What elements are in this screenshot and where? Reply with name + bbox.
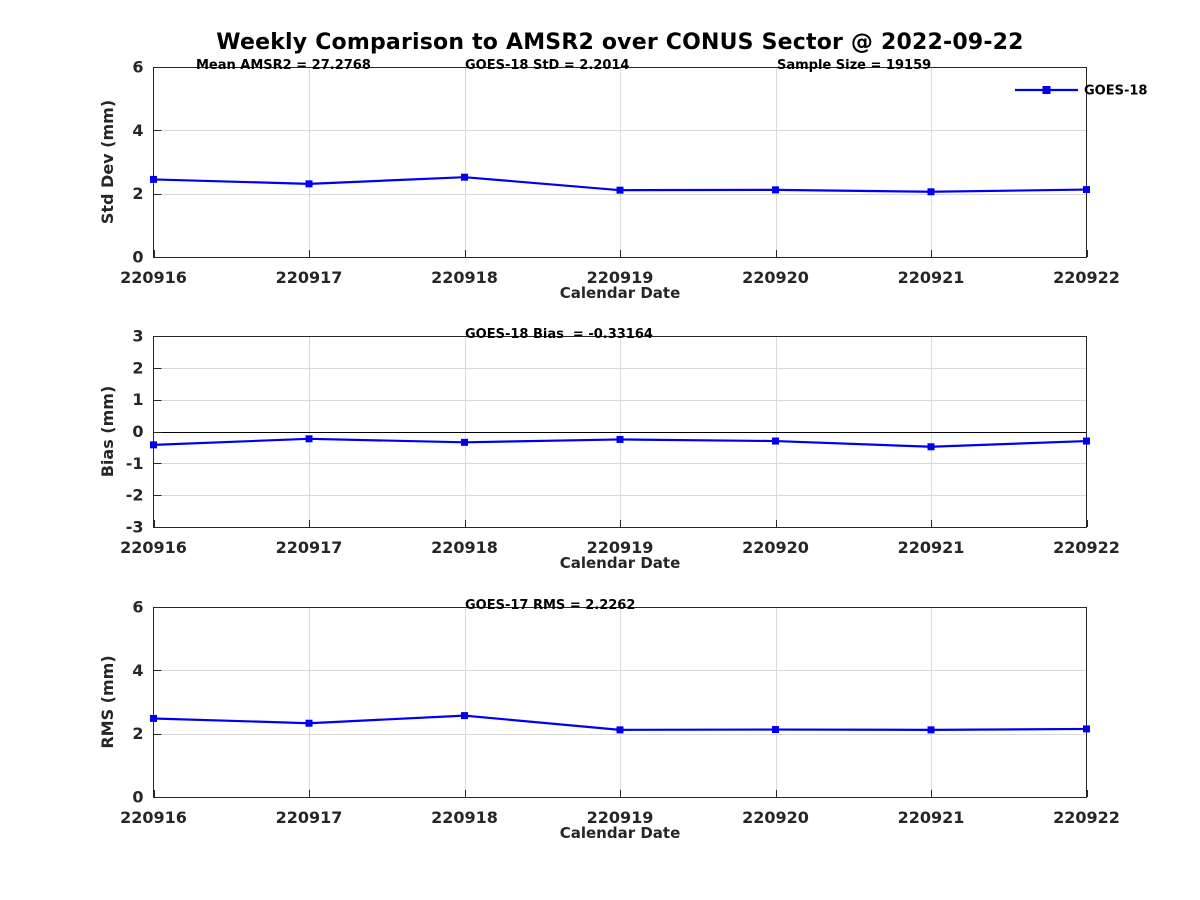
- bias-y-tick-label: 1: [132, 390, 143, 409]
- rms-marker: [305, 719, 313, 727]
- rms-x-tick-label: 220921: [898, 808, 965, 827]
- stddev-x-tick-label: 220917: [276, 268, 343, 287]
- bias-marker: [772, 437, 779, 445]
- rms-y-tick-label: 6: [132, 598, 143, 617]
- rms-marker: [616, 726, 624, 734]
- rms-x-tick-label: 220920: [742, 808, 809, 827]
- legend-label: GOES-18: [1084, 84, 1147, 99]
- bias-x-tick-label: 220921: [898, 538, 965, 557]
- stddev-x-axis-label: Calendar Date: [560, 284, 681, 302]
- bias-x-tick-label: 220920: [742, 538, 809, 557]
- bias-marker: [150, 441, 157, 449]
- stddev-x-tick-label: 220920: [742, 268, 809, 287]
- bias-marker: [461, 438, 468, 446]
- bias-x-tick-label: 220919: [587, 538, 654, 557]
- stddev-marker: [1083, 186, 1090, 194]
- bias-y-tick-label: 3: [132, 327, 143, 346]
- bias-marker: [927, 443, 935, 451]
- rms-x-tick-label: 220922: [1053, 808, 1120, 827]
- stddev-marker: [305, 180, 313, 188]
- stddev-marker: [150, 175, 157, 183]
- bias-x-tick-label: 220922: [1053, 538, 1120, 557]
- annotation-goes17-rms: GOES-17 RMS = 2.2262: [465, 598, 635, 613]
- bias-y-axis-label: Bias (mm): [98, 386, 117, 478]
- annotation-sample-size: Sample Size = 19159: [777, 58, 931, 73]
- rms-y-tick-label: 4: [132, 661, 143, 680]
- stddev-y-tick-label: 4: [132, 121, 143, 140]
- rms-x-tick-label: 220917: [276, 808, 343, 827]
- stddev-x-tick-label: 220918: [431, 268, 498, 287]
- bias-y-tick-label: 0: [132, 422, 143, 441]
- rms-x-tick-label: 220916: [120, 808, 187, 827]
- stddev-marker: [927, 188, 935, 196]
- stddev-x-tick-label: 220922: [1053, 268, 1120, 287]
- annotation-goes18-std: GOES-18 StD = 2.2014: [465, 58, 629, 73]
- bias-y-tick-label: -3: [126, 518, 144, 537]
- stddev-axes-box: [152, 66, 1088, 259]
- stddev-y-axis-label: Std Dev (mm): [98, 100, 117, 224]
- annotation-mean-amsr2: Mean AMSR2 = 27.2768: [196, 58, 371, 73]
- stddev-marker: [616, 186, 624, 194]
- rms-axes-box: [152, 606, 1088, 799]
- rms-marker: [461, 712, 468, 720]
- rms-x-axis-label: Calendar Date: [560, 824, 681, 842]
- stddev-y-tick-label: 6: [132, 58, 143, 77]
- annotation-goes18-bias: GOES-18 Bias = -0.33164: [465, 327, 653, 342]
- rms-marker: [772, 726, 779, 734]
- bias-y-tick-label: -2: [126, 486, 144, 505]
- rms-x-tick-label: 220918: [431, 808, 498, 827]
- bias-x-tick-label: 220917: [276, 538, 343, 557]
- bias-y-tick-label: 2: [132, 358, 143, 377]
- stddev-y-tick-label: 2: [132, 184, 143, 203]
- bias-x-tick-label: 220918: [431, 538, 498, 557]
- rms-marker: [150, 714, 157, 722]
- bias-x-axis-label: Calendar Date: [560, 554, 681, 572]
- figure-title: Weekly Comparison to AMSR2 over CONUS Se…: [216, 30, 1024, 55]
- bias-marker: [616, 435, 624, 443]
- bias-y-tick-label: -1: [126, 454, 144, 473]
- stddev-marker: [772, 186, 779, 194]
- stddev-y-tick-label: 0: [132, 248, 143, 267]
- bias-x-tick-label: 220916: [120, 538, 187, 557]
- rms-y-tick-label: 2: [132, 724, 143, 743]
- rms-marker: [927, 726, 935, 734]
- rms-y-tick-label: 0: [132, 788, 143, 807]
- legend-marker-sample: [1042, 86, 1051, 94]
- stddev-x-tick-label: 220919: [587, 268, 654, 287]
- bias-marker: [305, 435, 313, 443]
- stddev-marker: [461, 173, 468, 181]
- rms-marker: [1083, 725, 1090, 733]
- rms-x-tick-label: 220919: [587, 808, 654, 827]
- bias-marker: [1083, 437, 1090, 445]
- rms-y-axis-label: RMS (mm): [98, 655, 117, 748]
- stddev-x-tick-label: 220916: [120, 268, 187, 287]
- stddev-x-tick-label: 220921: [898, 268, 965, 287]
